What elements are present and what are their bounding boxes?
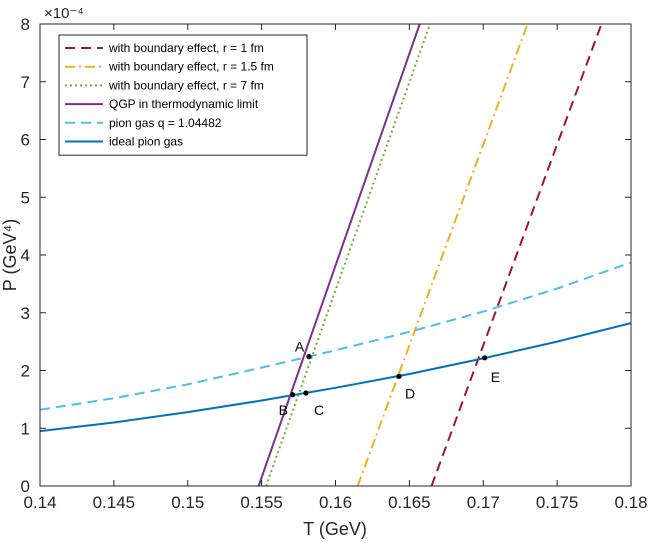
point-label-e: E xyxy=(491,369,500,385)
x-tick-label: 0.155 xyxy=(240,493,283,512)
x-tick-label: 0.175 xyxy=(536,493,579,512)
y-axis-title: P (GeV⁴) xyxy=(0,219,20,291)
x-tick-label: 0.17 xyxy=(467,493,500,512)
x-tick-label: 0.16 xyxy=(319,493,352,512)
legend-label-pion-gas-q-1-04482: pion gas q = 1.04482 xyxy=(109,116,222,130)
x-tick-label: 0.15 xyxy=(171,493,204,512)
y-tick-label: 1 xyxy=(21,419,30,438)
y-exponent-label: ×10⁻⁴ xyxy=(44,5,84,22)
y-tick-label: 4 xyxy=(21,246,30,265)
legend-box xyxy=(58,34,308,156)
legend-label-with-boundary-effect-r-1-5-fm: with boundary effect, r = 1.5 fm xyxy=(108,60,274,74)
legend: with boundary effect, r = 1 fm with bound… xyxy=(58,34,308,156)
x-tick-label: 0.14 xyxy=(23,493,56,512)
point-a xyxy=(306,354,312,360)
legend-label-qgp-in-thermodynamic-limit: QGP in thermodynamic limit xyxy=(109,97,259,111)
point-label-d: D xyxy=(405,385,415,401)
point-label-a: A xyxy=(295,339,305,355)
legend-label-ideal-pion-gas: ideal pion gas xyxy=(109,135,183,149)
y-tick-label: 0 xyxy=(21,477,30,496)
point-e xyxy=(482,355,488,361)
legend-label-with-boundary-effect-r-1-fm: with boundary effect, r = 1 fm xyxy=(108,41,264,55)
y-tick-label: 7 xyxy=(21,73,30,92)
y-tick-label: 2 xyxy=(21,362,30,381)
series-layer xyxy=(40,24,631,486)
legend-label-with-boundary-effect-r-7-fm: with boundary effect, r = 7 fm xyxy=(108,78,264,92)
x-tick-label: 0.165 xyxy=(388,493,431,512)
series-line-with-boundary-effect-r-7-fm xyxy=(265,24,432,486)
series-line-ideal-pion-gas xyxy=(40,322,631,433)
series-line-qgp-in-thermodynamic-limit xyxy=(257,24,421,486)
points-layer: A B C D E xyxy=(279,339,500,418)
series-line-pion-gas-q-1-04482 xyxy=(40,261,631,411)
ticks-layer: 0.14 0.145 0.15 0.155 0.16 0.165 0.17 0.175 0.18… xyxy=(21,15,648,512)
y-tick-label: 3 xyxy=(21,304,30,323)
y-tick-label: 6 xyxy=(21,131,30,150)
point-d xyxy=(396,373,402,379)
point-label-b: B xyxy=(279,402,288,418)
y-tick-label: 5 xyxy=(21,188,30,207)
point-c xyxy=(303,390,309,396)
x-tick-label: 0.18 xyxy=(614,493,647,512)
series-line-with-boundary-effect-r-1-5-fm xyxy=(356,24,529,486)
x-axis-title: T (GeV) xyxy=(303,519,367,539)
series-line-with-boundary-effect-r-1-fm xyxy=(430,24,603,486)
point-b xyxy=(290,392,296,398)
point-label-c: C xyxy=(314,402,324,418)
x-tick-label: 0.145 xyxy=(93,493,136,512)
y-tick-label: 8 xyxy=(21,15,30,34)
